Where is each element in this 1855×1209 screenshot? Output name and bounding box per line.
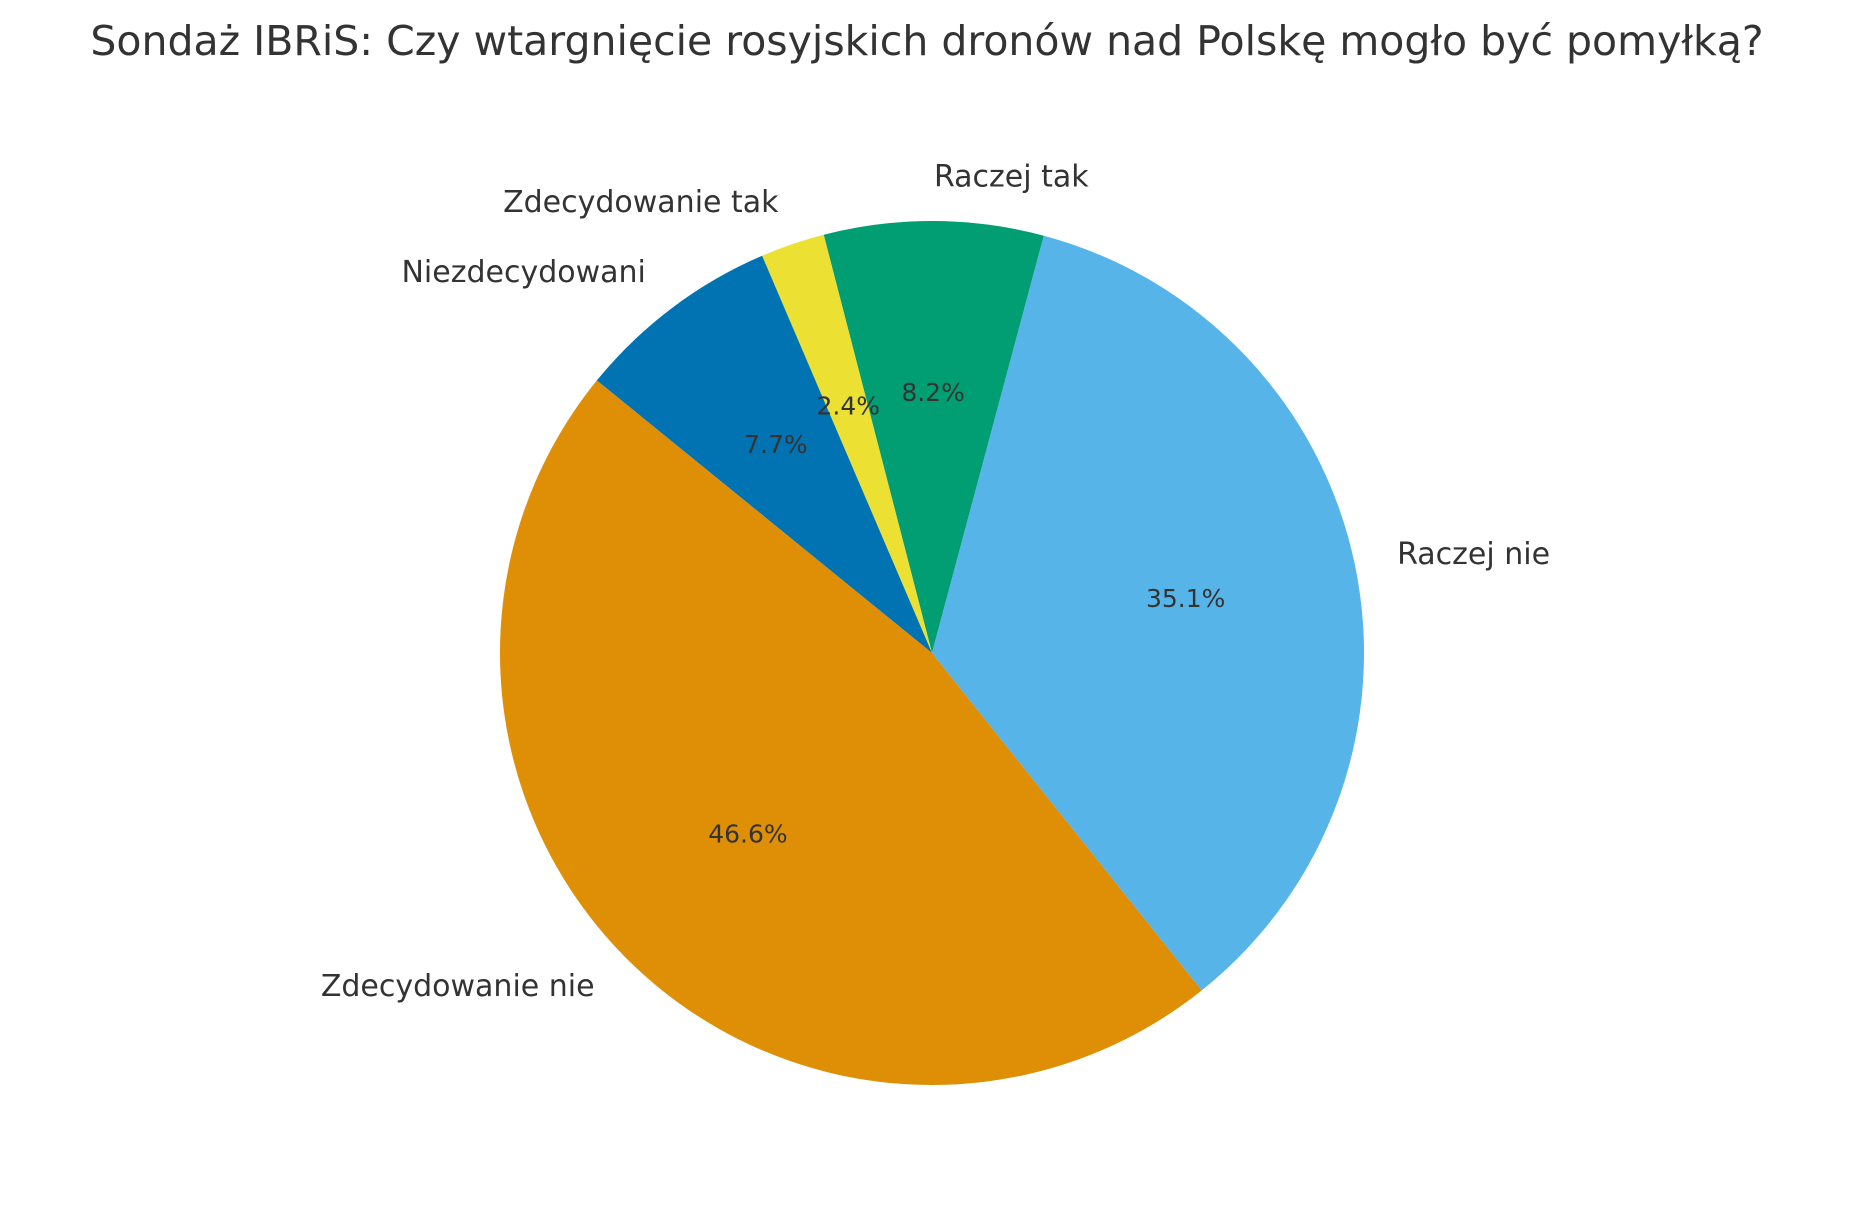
pie-slice-zdecydowanie-nie: [499, 380, 1202, 1086]
slice-label-zdecydowanie-tak: Zdecydowanie tak: [503, 185, 779, 220]
slice-label-raczej-nie: Raczej nie: [1397, 537, 1550, 572]
slice-pct-label-raczej-tak: 8.2%: [901, 378, 965, 407]
slice-pct-label-zdecydowanie-nie: 46.6%: [708, 820, 787, 849]
slice-pct-label-niezdecydowani: 7.7%: [744, 430, 808, 459]
slice-pct-label-zdecydowanie-tak: 2.4%: [817, 392, 881, 421]
slice-label-niezdecydowani: Niezdecydowani: [401, 255, 645, 290]
pie-slice-niezdecydowani: [596, 255, 932, 653]
pie-slice-zdecydowanie-tak: [762, 234, 932, 654]
pie-slice-raczej-tak: [823, 221, 1044, 654]
pie-slices: [499, 221, 1365, 1086]
pie-slice-raczej-nie: [932, 235, 1365, 991]
chart-title: Sondaż IBRiS: Czy wtargnięcie rosyjskich…: [90, 17, 1763, 65]
slice-pct-label-raczej-nie: 35.1%: [1146, 584, 1225, 613]
pie-labels: Raczej tak 8.2% Zdecydowanie tak 2.4% Niezde…: [321, 159, 1550, 1004]
slice-label-zdecydowanie-nie: Zdecydowanie nie: [321, 969, 595, 1004]
slice-label-raczej-tak: Raczej tak: [934, 159, 1089, 194]
